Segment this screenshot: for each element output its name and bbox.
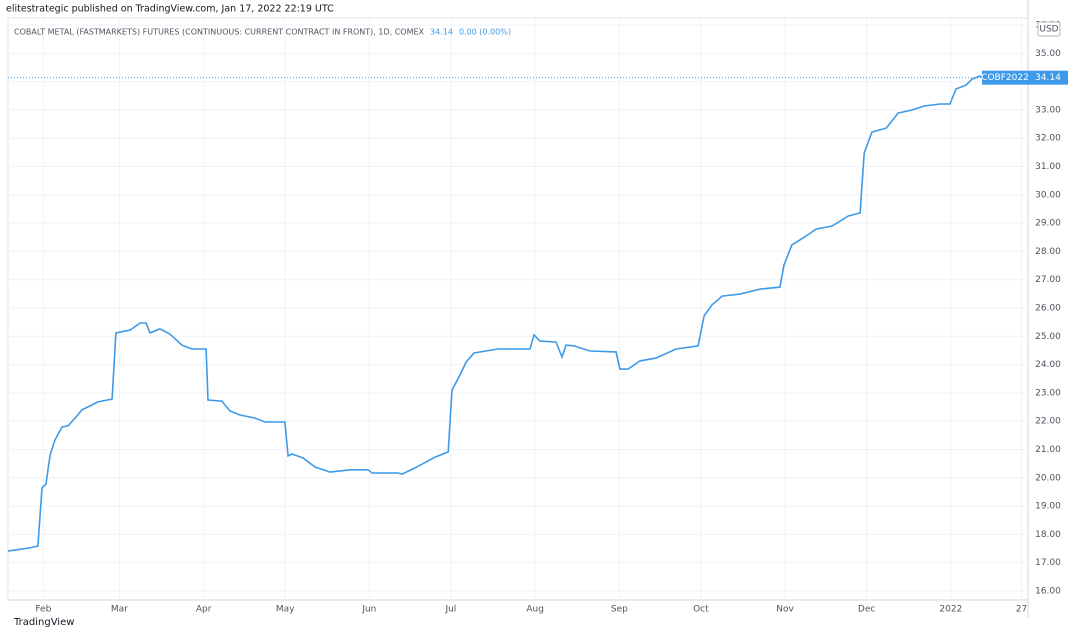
y-tick-label: 35.00 <box>1035 49 1061 59</box>
y-tick-label: 23.00 <box>1035 388 1061 398</box>
y-tick-label: 29.00 <box>1035 219 1061 229</box>
y-tick-label: 25.00 <box>1035 332 1061 342</box>
y-tick-label: 26.00 <box>1035 304 1061 314</box>
x-tick-label: Apr <box>196 605 212 615</box>
header: elitestrategic published on TradingView.… <box>6 4 334 15</box>
x-tick-label: May <box>276 605 295 615</box>
y-tick-label: 22.00 <box>1035 417 1061 427</box>
y-tick-label: 30.00 <box>1035 190 1061 200</box>
x-tick-label: Nov <box>776 605 794 615</box>
y-tick-label: 21.00 <box>1035 445 1061 455</box>
x-tick-label: Mar <box>111 605 128 615</box>
x-tick-label: Oct <box>693 605 709 615</box>
legend-last: 34.14 <box>430 28 453 37</box>
y-tick-label: 17.00 <box>1035 558 1061 568</box>
x-tick-label: Sep <box>611 605 628 615</box>
series-tag-text: COBF2022 <box>981 73 1029 83</box>
x-tick-label: Feb <box>35 605 51 615</box>
brand: TradingView <box>13 617 74 628</box>
x-tick-label: 2022 <box>939 605 962 615</box>
legend-change: 0.00 (0.00%) <box>459 28 511 37</box>
y-tick-label: 31.00 <box>1035 162 1061 172</box>
series-tag <box>982 70 1028 85</box>
y-tick-label: 16.00 <box>1035 586 1061 596</box>
y-tick-label: 18.00 <box>1035 530 1061 540</box>
y-tick-label: 27.00 <box>1035 275 1061 285</box>
y-tick-label: 32.00 <box>1035 134 1061 144</box>
y-tick-label: 28.00 <box>1035 247 1061 257</box>
y-tick-label: 20.00 <box>1035 473 1061 483</box>
price-tag <box>1028 70 1068 85</box>
x-tick-label: Aug <box>526 605 544 615</box>
price-tag-text: 34.14 <box>1035 73 1061 83</box>
plot-frame <box>7 17 1029 601</box>
legend-name: COBALT METAL (FASTMARKETS) FUTURES (CONT… <box>14 28 425 37</box>
currency: USD <box>1039 25 1058 35</box>
currency-box <box>1037 21 1061 37</box>
y-tick-label: 19.00 <box>1035 502 1061 512</box>
x-tick-label: Jun <box>361 605 376 615</box>
price-line <box>7 75 984 552</box>
y-tick-label: 33.00 <box>1035 105 1061 115</box>
x-tick-label: 27 <box>1016 605 1027 615</box>
y-tick-label: 24.00 <box>1035 360 1061 370</box>
x-tick-label: Jul <box>444 605 456 615</box>
x-tick-label: Dec <box>858 605 875 615</box>
